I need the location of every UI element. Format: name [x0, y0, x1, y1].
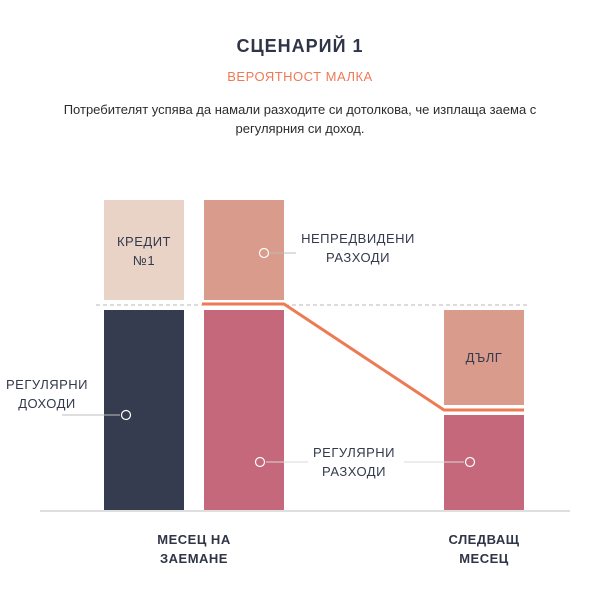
regular-expenses-block-borrow-month: [204, 310, 284, 510]
axis-label-next-month: СЛЕДВАЩ МЕСЕЦ: [448, 532, 520, 566]
unexpected-expenses-block: [204, 200, 284, 300]
unexpected-expenses-label: НЕПРЕДВИДЕНИ РАЗХОДИ: [301, 231, 415, 265]
debt-label: ДЪЛГ: [465, 350, 503, 365]
regular-expenses-marker-right: [464, 456, 476, 468]
axis-label-borrow-month: МЕСЕЦ НА ЗАЕМАНЕ: [157, 532, 231, 566]
unexpected-expenses-marker: [258, 247, 270, 259]
credit-label: КРЕДИТ №1: [116, 234, 171, 268]
regular-expenses-label: РЕГУЛЯРНИ РАЗХОДИ: [312, 445, 396, 479]
debt-block: [444, 310, 524, 405]
scenario-description: Потребителят успява да намали разходите …: [63, 102, 537, 136]
trend-line: [202, 302, 524, 412]
page-title: СЦЕНАРИЙ 1: [236, 36, 364, 56]
regular-income-label: РЕГУЛЯРНИ ДОХОДИ: [5, 377, 89, 411]
page-subtitle: ВЕРОЯТНОСТ МАЛКА: [227, 69, 373, 84]
credit-block: [104, 200, 184, 300]
regular-income-marker: [120, 409, 132, 421]
regular-expenses-marker-left: [254, 456, 266, 468]
regular-income-block: [104, 310, 184, 510]
